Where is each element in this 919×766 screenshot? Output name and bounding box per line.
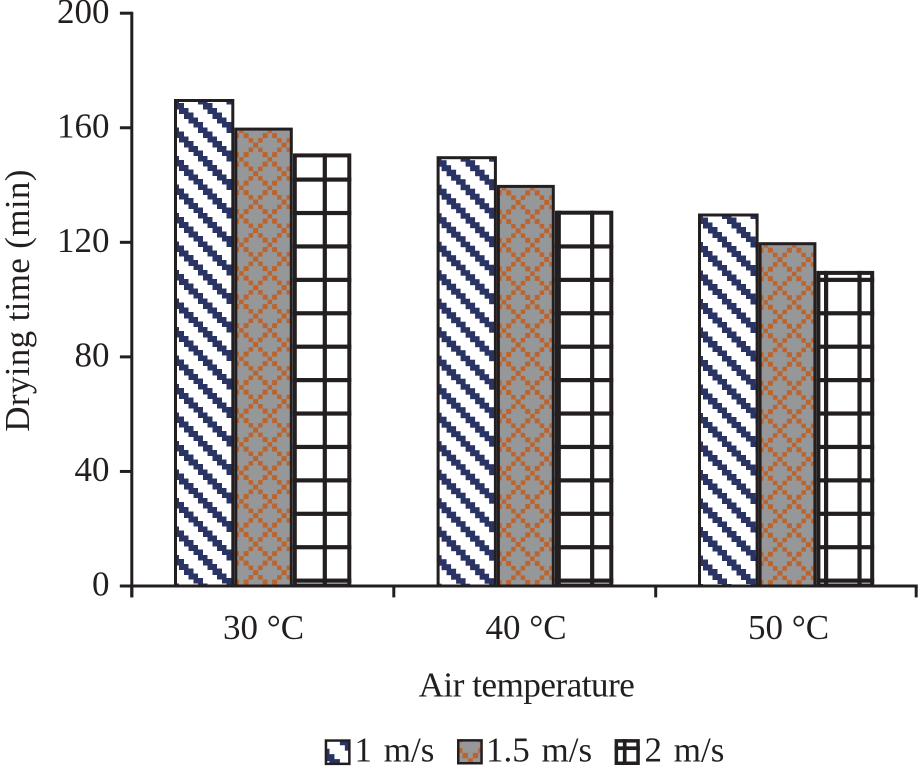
svg-text:80: 80 xyxy=(75,335,110,374)
svg-text:120: 120 xyxy=(57,221,110,260)
svg-text:160: 160 xyxy=(57,106,110,145)
svg-text:40: 40 xyxy=(75,450,110,489)
svg-text:50 °C: 50 °C xyxy=(748,608,829,647)
svg-text:Drying time (min): Drying time (min) xyxy=(0,169,37,432)
svg-text:40 °C: 40 °C xyxy=(485,608,566,647)
svg-text:2 m/s: 2 m/s xyxy=(645,731,725,766)
svg-text:200: 200 xyxy=(57,0,110,31)
svg-text:30 °C: 30 °C xyxy=(223,608,304,647)
svg-text:0: 0 xyxy=(92,565,110,604)
svg-text:1 m/s: 1 m/s xyxy=(355,731,435,766)
svg-text:Air temperature: Air temperature xyxy=(419,666,635,705)
svg-text:1.5 m/s: 1.5 m/s xyxy=(486,731,592,766)
